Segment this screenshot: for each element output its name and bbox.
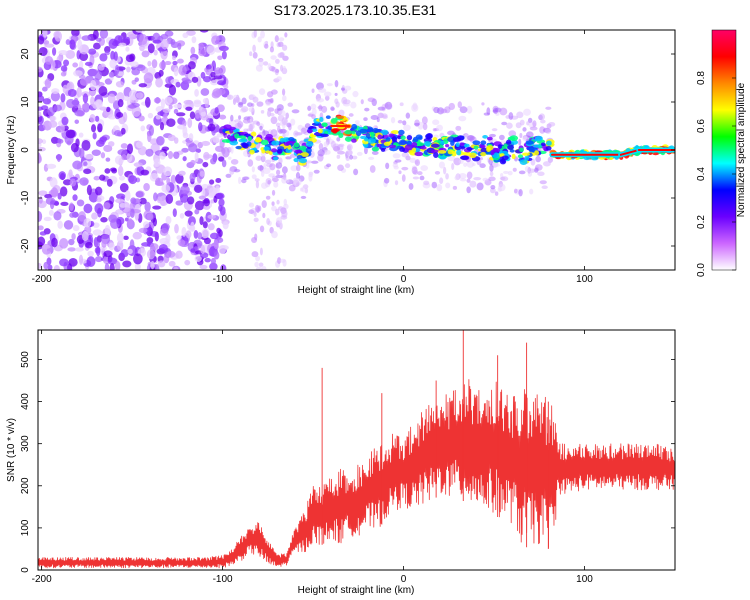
snr-y-tick-label: 100 bbox=[20, 519, 31, 536]
colorbar-label: Normalized spectral amplitude bbox=[736, 82, 747, 217]
colorbar-tick-label: 0.4 bbox=[696, 167, 707, 181]
spectrogram-x-ticks: -200 -100 0 100 bbox=[32, 30, 593, 285]
snr-x-tick-label: 0 bbox=[401, 574, 407, 585]
snr-x-axis-label: Height of straight line (km) bbox=[298, 585, 415, 596]
snr-y-tick-label: 500 bbox=[20, 351, 31, 368]
snr-x-tick-label: -100 bbox=[213, 574, 233, 585]
snr-series-line bbox=[38, 379, 675, 569]
snr-plot-area bbox=[38, 330, 675, 569]
spectrogram-y-tick-label: -10 bbox=[20, 190, 31, 205]
snr-frame bbox=[37, 329, 676, 571]
colorbar-gradient bbox=[711, 29, 737, 271]
spectrogram-x-tick-label: 0 bbox=[401, 274, 407, 285]
colorbar-tick-label: 0.8 bbox=[696, 71, 707, 85]
spectrogram-x-tick-label: -100 bbox=[213, 274, 233, 285]
spectrogram-plot-area bbox=[38, 30, 675, 270]
snr-x-ticks: -200 -100 0 100 bbox=[32, 330, 593, 585]
spectrogram-y-tick-label: -20 bbox=[20, 238, 31, 253]
spectrogram-x-tick-label: -200 bbox=[32, 274, 52, 285]
snr-y-tick-label: 0 bbox=[20, 567, 31, 573]
colorbar-tick-label: 0.0 bbox=[696, 263, 707, 277]
snr-x-tick-label: -200 bbox=[32, 574, 52, 585]
spectrogram-x-tick-label: 100 bbox=[576, 274, 593, 285]
snr-panel: -200 -100 0 100 0 100 200 300 400 500 Height of … bbox=[6, 329, 676, 596]
snr-y-tick-label: 200 bbox=[20, 477, 31, 494]
snr-spikes bbox=[321, 330, 549, 549]
spectrogram-y-axis-label: Frequency (Hz) bbox=[6, 116, 17, 185]
snr-y-axis-label: SNR (10 * v/v) bbox=[6, 418, 17, 482]
chart-title: S173.2025.173.10.35.E31 bbox=[273, 2, 437, 18]
snr-y-tick-label: 300 bbox=[20, 435, 31, 452]
spectrogram-y-tick-label: 0 bbox=[20, 147, 31, 153]
spectrogram-x-axis-label: Height of straight line (km) bbox=[298, 285, 415, 296]
colorbar: 0.0 0.2 0.4 0.6 0.8 Normalized spectral ampl… bbox=[696, 29, 747, 277]
spectrogram-ridge-core bbox=[330, 125, 675, 158]
colorbar-ticks: 0.0 0.2 0.4 0.6 0.8 bbox=[696, 71, 736, 277]
snr-x-tick-label: 100 bbox=[576, 574, 593, 585]
spectrogram-ridge bbox=[221, 114, 675, 166]
spectrogram-noise bbox=[38, 30, 556, 270]
colorbar-tick-label: 0.2 bbox=[696, 215, 707, 229]
colorbar-tick-label: 0.6 bbox=[696, 119, 707, 133]
spectrogram-y-tick-label: 10 bbox=[20, 96, 31, 108]
snr-y-tick-label: 400 bbox=[20, 393, 31, 410]
snr-y-ticks: 0 100 200 300 400 500 bbox=[20, 351, 675, 573]
spectrogram-y-ticks: -20 -10 0 10 20 bbox=[20, 48, 675, 253]
spectrogram-y-tick-label: 20 bbox=[20, 48, 31, 60]
